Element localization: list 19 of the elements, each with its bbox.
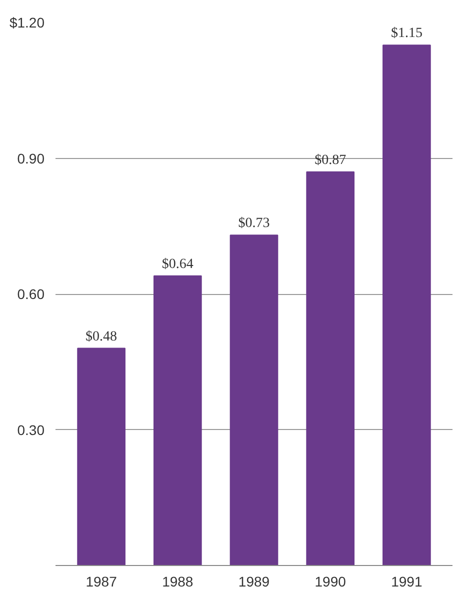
x-tick-label: 1987 [86,574,118,590]
data-label: $0.73 [238,216,270,232]
bar [230,234,278,566]
x-tick-label: 1991 [391,574,422,590]
y-tick-label: 0.90 [17,150,45,166]
y-tick-label: $1.20 [9,14,45,30]
data-label: $1.15 [390,26,422,42]
data-label: $0.64 [162,256,194,272]
y-tick-label: 0.60 [17,286,45,302]
bar [306,171,355,566]
data-label: $0.87 [314,152,346,168]
bar [77,348,126,566]
data-label: $0.48 [86,329,118,344]
x-tick-label: 1989 [238,574,270,590]
y-tick-label: 0.30 [17,422,45,438]
x-tick-label: 1988 [162,574,194,590]
bar [382,44,431,566]
bar [153,275,202,566]
x-tick-label: 1990 [314,574,346,590]
